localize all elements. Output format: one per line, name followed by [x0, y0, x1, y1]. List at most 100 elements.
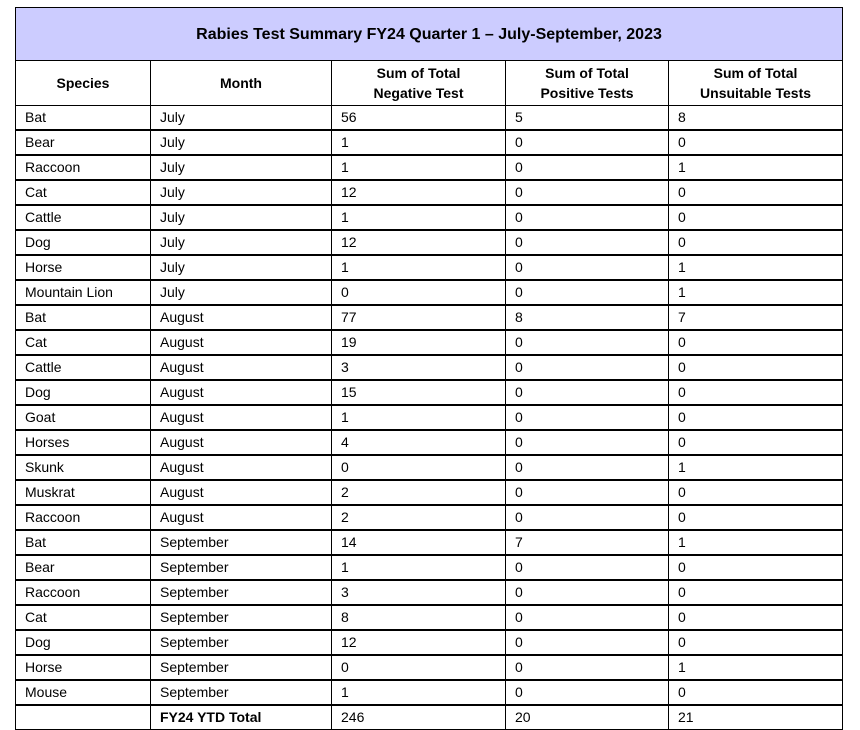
cell-positive: 0 — [505, 679, 669, 706]
table-row: Cattle July 1 0 0 — [15, 204, 844, 231]
table-title: Rabies Test Summary FY24 Quarter 1 – Jul… — [14, 7, 844, 61]
cell-positive: 8 — [505, 304, 669, 331]
table-row: Dog August 15 0 0 — [15, 379, 844, 406]
cell-month: September — [150, 629, 332, 656]
cell-unsuitable: 0 — [667, 579, 844, 606]
cell-month: September — [150, 654, 332, 681]
title-row: Rabies Test Summary FY24 Quarter 1 – Jul… — [14, 7, 844, 61]
cell-negative: 56 — [331, 105, 506, 131]
cell-species: Horse — [15, 654, 151, 681]
cell-negative: 14 — [331, 529, 506, 556]
table-row: Cattle August 3 0 0 — [15, 354, 844, 381]
table-row: Bat July 56 5 8 — [15, 105, 844, 131]
table-row: Horse September 0 0 1 — [15, 654, 844, 681]
cell-species: Bear — [15, 129, 151, 156]
table-row: Cat July 12 0 0 — [15, 179, 844, 206]
cell-negative: 3 — [331, 354, 506, 381]
cell-unsuitable: 0 — [667, 604, 844, 631]
cell-unsuitable: 0 — [667, 354, 844, 381]
cell-negative: 4 — [331, 429, 506, 456]
cell-unsuitable: 0 — [667, 179, 844, 206]
table-row: Muskrat August 2 0 0 — [15, 479, 844, 506]
cell-month: August — [150, 454, 332, 481]
cell-negative: 12 — [331, 179, 506, 206]
cell-unsuitable: 0 — [667, 679, 844, 706]
cell-species: Bat — [15, 105, 151, 131]
cell-positive: 0 — [505, 279, 669, 306]
cell-month: August — [150, 329, 332, 356]
cell-month: September — [150, 679, 332, 706]
cell-negative: 15 — [331, 379, 506, 406]
cell-negative: 1 — [331, 129, 506, 156]
cell-month: August — [150, 404, 332, 431]
cell-species: Dog — [15, 229, 151, 256]
table-row: Bat September 14 7 1 — [15, 529, 844, 556]
cell-negative: 0 — [331, 279, 506, 306]
cell-month: July — [150, 154, 332, 181]
cell-month: August — [150, 504, 332, 531]
cell-month: July — [150, 229, 332, 256]
cell-species: Raccoon — [15, 579, 151, 606]
cell-unsuitable: 0 — [667, 404, 844, 431]
cell-positive: 0 — [505, 154, 669, 181]
cell-positive: 0 — [505, 404, 669, 431]
cell-month: July — [150, 279, 332, 306]
cell-positive: 0 — [505, 229, 669, 256]
cell-negative: 2 — [331, 504, 506, 531]
table-row: Dog September 12 0 0 — [15, 629, 844, 656]
cell-negative: 1 — [331, 254, 506, 281]
cell-negative: 19 — [331, 329, 506, 356]
cell-positive: 0 — [505, 254, 669, 281]
table-row: Raccoon August 2 0 0 — [15, 504, 844, 531]
cell-unsuitable: 1 — [667, 254, 844, 281]
cell-positive: 0 — [505, 554, 669, 581]
cell-positive: 0 — [505, 354, 669, 381]
cell-month: August — [150, 379, 332, 406]
cell-positive: 0 — [505, 204, 669, 231]
cell-species: Cat — [15, 329, 151, 356]
total-negative: 246 — [331, 704, 506, 730]
cell-negative: 0 — [331, 454, 506, 481]
table-row: Raccoon July 1 0 1 — [15, 154, 844, 181]
cell-species: Raccoon — [15, 154, 151, 181]
cell-species: Bear — [15, 554, 151, 581]
table-row: Bat August 77 8 7 — [15, 304, 844, 331]
cell-negative: 12 — [331, 629, 506, 656]
cell-unsuitable: 1 — [667, 279, 844, 306]
cell-species: Bat — [15, 529, 151, 556]
cell-positive: 0 — [505, 629, 669, 656]
cell-negative: 2 — [331, 479, 506, 506]
cell-species: Cattle — [15, 354, 151, 381]
cell-month: July — [150, 105, 332, 131]
cell-unsuitable: 0 — [667, 479, 844, 506]
cell-negative: 1 — [331, 679, 506, 706]
cell-unsuitable: 1 — [667, 654, 844, 681]
cell-species: Dog — [15, 379, 151, 406]
cell-unsuitable: 0 — [667, 629, 844, 656]
header-unsuitable: Sum of Total Unsuitable Tests — [667, 60, 844, 106]
cell-unsuitable: 1 — [667, 454, 844, 481]
cell-negative: 1 — [331, 204, 506, 231]
cell-species: Goat — [15, 404, 151, 431]
cell-species: Bat — [15, 304, 151, 331]
cell-month: August — [150, 304, 332, 331]
header-row: Species Month Sum of Total Negative Test… — [15, 60, 844, 106]
cell-negative: 77 — [331, 304, 506, 331]
cell-month: August — [150, 354, 332, 381]
cell-species: Cat — [15, 179, 151, 206]
cell-month: September — [150, 579, 332, 606]
cell-month: August — [150, 429, 332, 456]
table-row: Mountain Lion July 0 0 1 — [15, 279, 844, 306]
cell-negative: 1 — [331, 154, 506, 181]
total-unsuitable: 21 — [667, 704, 844, 730]
rabies-summary-table: Rabies Test Summary FY24 Quarter 1 – Jul… — [14, 7, 844, 730]
cell-positive: 0 — [505, 579, 669, 606]
cell-month: September — [150, 604, 332, 631]
cell-positive: 0 — [505, 604, 669, 631]
total-species — [15, 704, 151, 730]
cell-unsuitable: 0 — [667, 504, 844, 531]
cell-unsuitable: 0 — [667, 204, 844, 231]
table-row: Cat September 8 0 0 — [15, 604, 844, 631]
cell-negative: 0 — [331, 654, 506, 681]
cell-species: Muskrat — [15, 479, 151, 506]
